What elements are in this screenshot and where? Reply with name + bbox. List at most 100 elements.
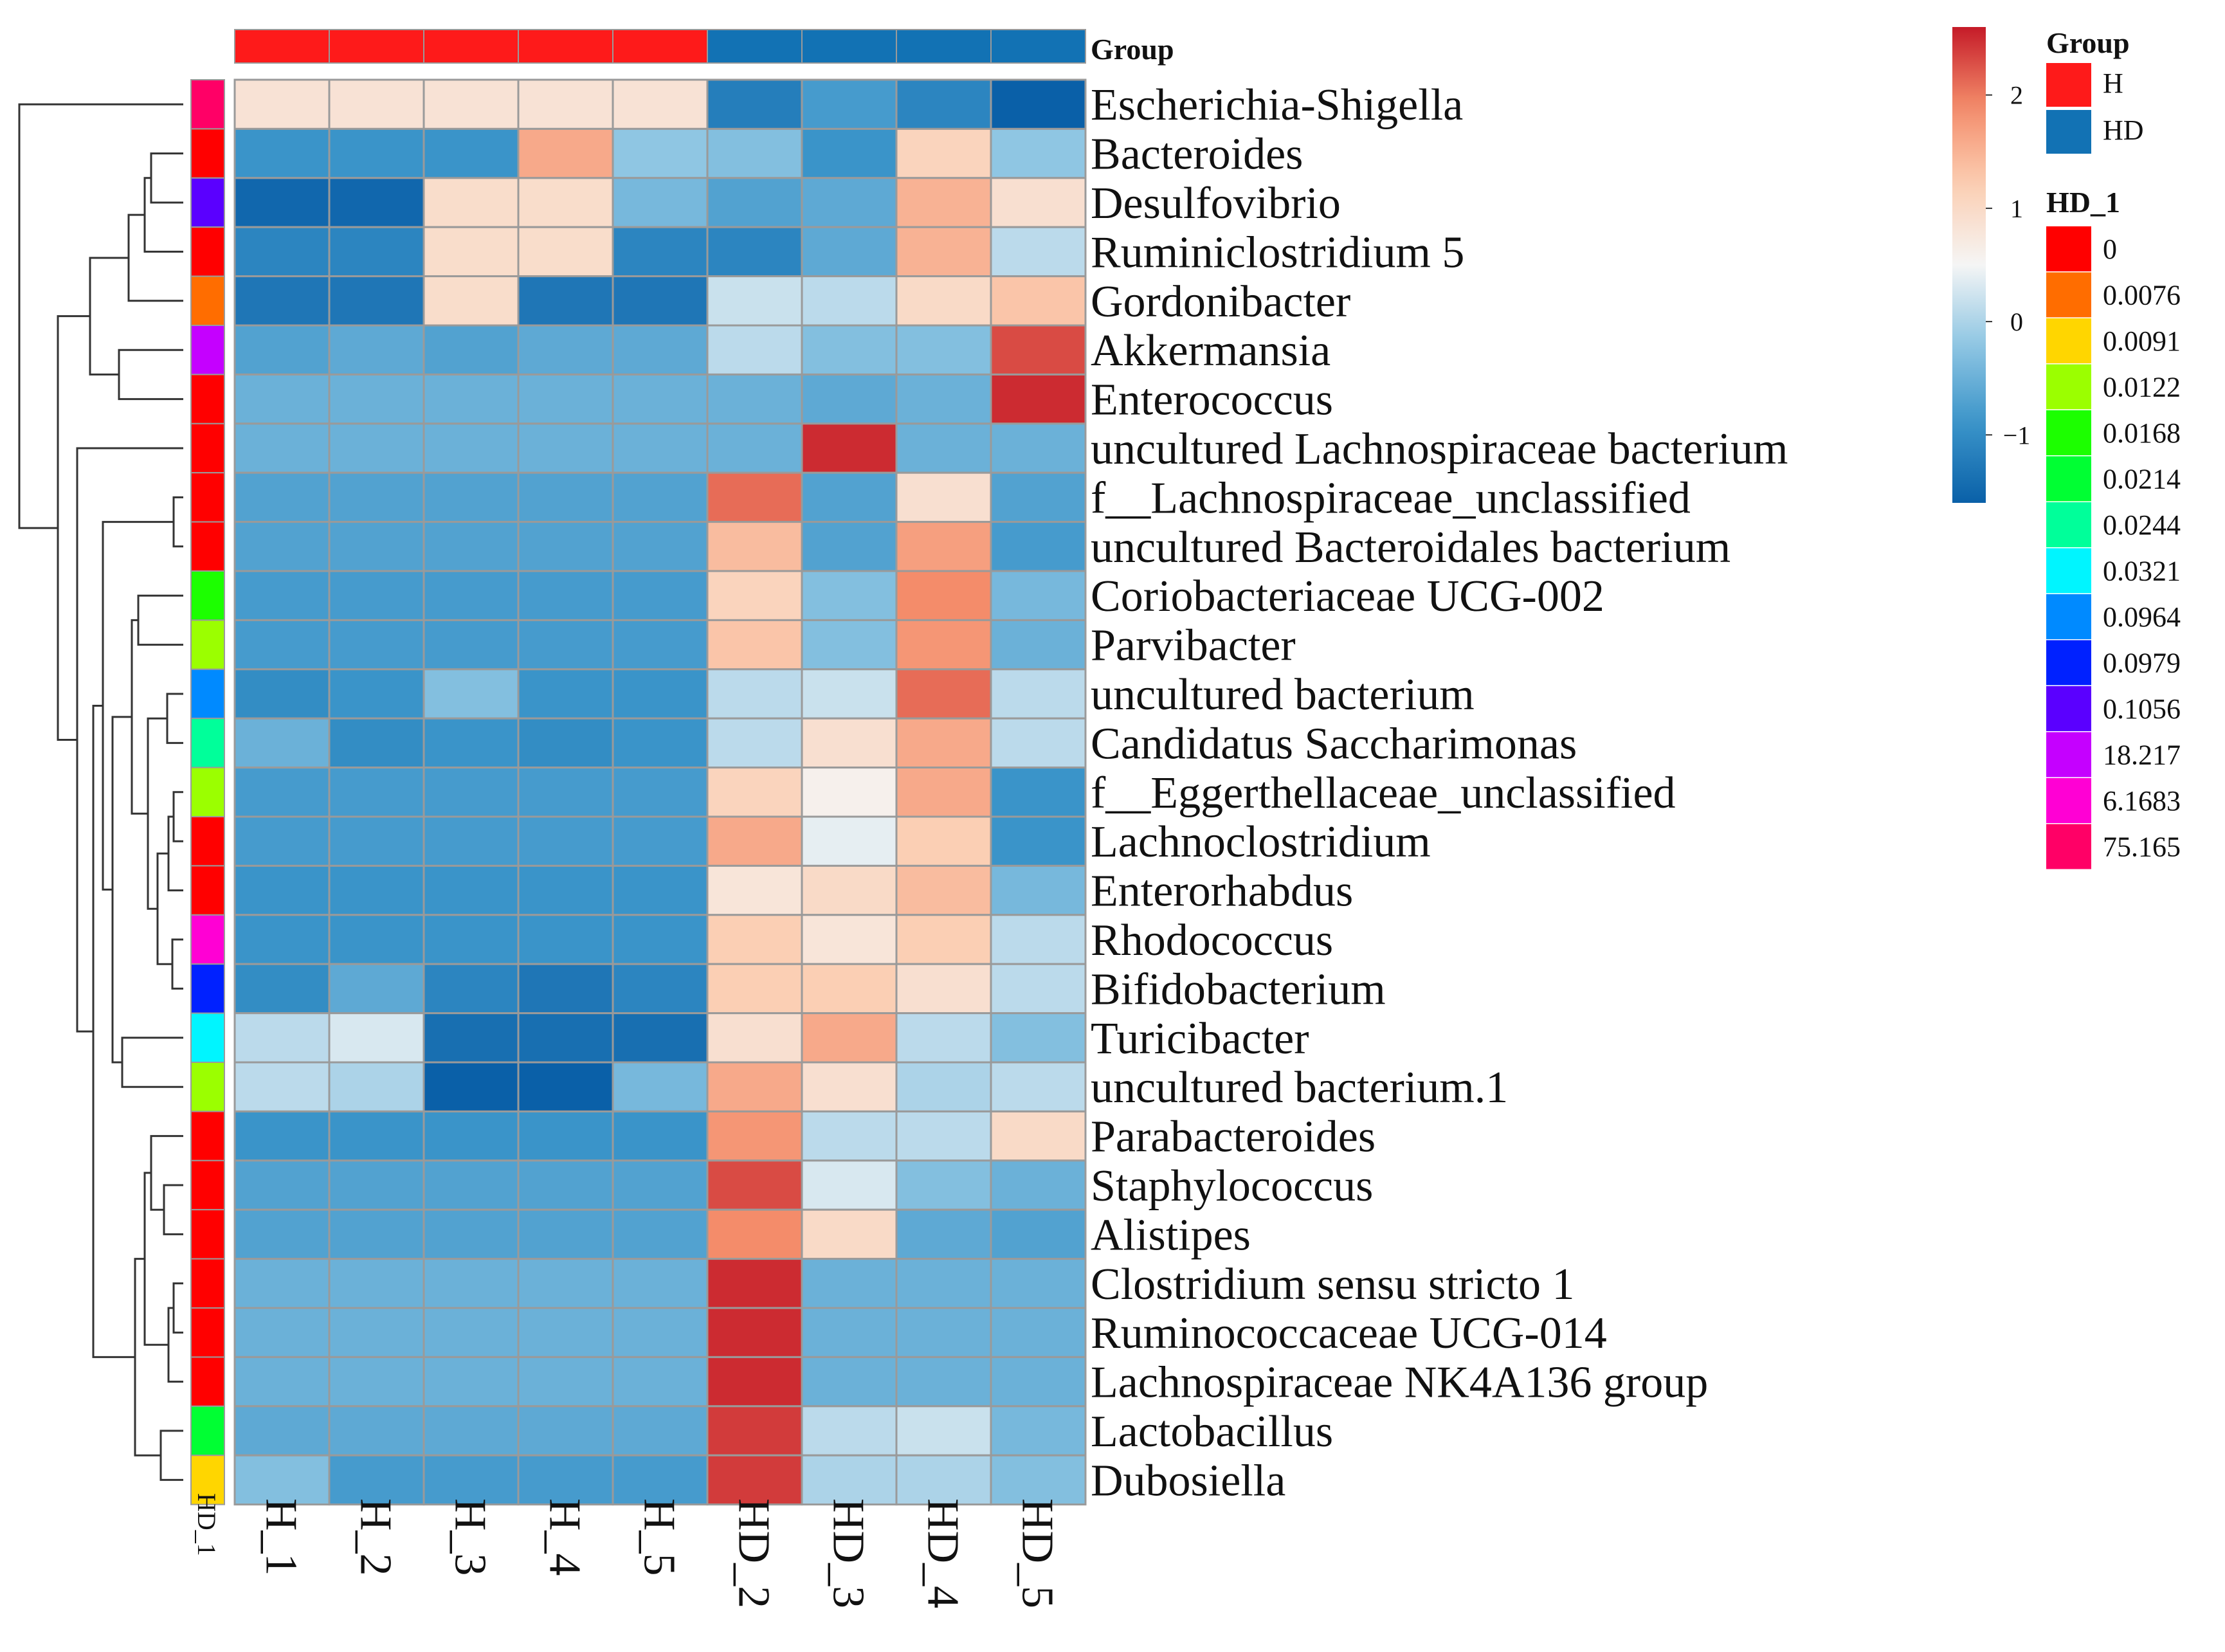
heatmap-cell (895, 963, 992, 1015)
heatmap-cell (328, 963, 425, 1015)
row-label: Parabacteroides (1091, 1112, 1376, 1162)
heatmap-cell (517, 226, 614, 278)
heatmap-cell (517, 1405, 614, 1457)
heatmap-cell (990, 1454, 1087, 1506)
heatmap-cell (706, 226, 803, 278)
heatmap-cell (422, 570, 520, 621)
heatmap-cell (895, 1012, 992, 1064)
heatmap-cell (233, 1061, 331, 1112)
heatmap-cell (801, 422, 898, 474)
heatmap-cell (706, 767, 803, 818)
heatmap-cell (990, 1208, 1087, 1260)
dendrogram-branch (172, 496, 183, 548)
row-label: f__Lachnospiraceae_unclassified (1091, 473, 1691, 523)
group-legend-label: HD (2103, 114, 2144, 146)
heatmap-cell (612, 78, 709, 130)
hd1-legend-label: 0.1056 (2103, 693, 2181, 725)
heatmap-cell (801, 619, 898, 671)
heatmap-cell (990, 619, 1087, 671)
hd1-legend-label: 0.0244 (2103, 509, 2181, 541)
heatmap-cell (233, 1012, 331, 1064)
dendrogram-branch (137, 594, 183, 646)
dendrogram-branch (150, 1135, 183, 1211)
hd1-annotation-cell (190, 1012, 225, 1063)
heatmap-cell (422, 1208, 520, 1260)
heatmap-cell (706, 275, 803, 327)
heatmap-cell (517, 1110, 614, 1162)
heatmap-cell (706, 373, 803, 425)
hd1-annotation-cell (190, 570, 225, 621)
heatmap-cell (706, 422, 803, 474)
dendrogram-branch (102, 521, 174, 891)
heatmap-cell (801, 1110, 898, 1162)
heatmap-cell (422, 1061, 520, 1112)
heatmap-cell (517, 914, 614, 965)
heatmap-cell (422, 815, 520, 867)
heatmap-cell (801, 914, 898, 965)
column-label: H_5 (635, 1498, 684, 1576)
heatmap-cell (517, 570, 614, 621)
heatmap-cell (801, 471, 898, 523)
dendrogram-branch (111, 716, 132, 1064)
hd1-legend-swatch (2046, 502, 2091, 547)
heatmap-cell (895, 226, 992, 278)
heatmap-cell (422, 767, 520, 818)
heatmap-cell (328, 78, 425, 130)
heatmap-cell (233, 570, 331, 621)
heatmap-cell (422, 275, 520, 327)
hd1-legend-label: 0.0964 (2103, 601, 2181, 633)
heatmap-cell (895, 422, 992, 474)
heatmap-cell (990, 767, 1087, 818)
heatmap-cell (990, 1307, 1087, 1358)
row-label: Escherichia-Shigella (1091, 80, 1463, 130)
heatmap-cell (801, 1061, 898, 1112)
heatmap-cell (233, 521, 331, 572)
heatmap-cell (895, 1159, 992, 1211)
heatmap-cell (612, 521, 709, 572)
hd1-annotation-cell (190, 325, 225, 376)
heatmap-cell (422, 471, 520, 523)
heatmap-cell (517, 275, 614, 327)
group-legend-title: Group (2046, 26, 2130, 59)
heatmap-cell (990, 864, 1087, 916)
dendrogram-branch (131, 619, 148, 815)
heatmap-cell (233, 471, 331, 523)
heatmap-cell (990, 668, 1087, 720)
heatmap-cell (895, 570, 992, 621)
heatmap-cell (895, 275, 992, 327)
row-label: Lachnospiraceae NK4A136 group (1091, 1358, 1708, 1408)
hd1-legend-swatch (2046, 824, 2091, 869)
heatmap-cell (328, 177, 425, 228)
hd1-annotation-cell (190, 767, 225, 817)
heatmap-cell (612, 864, 709, 916)
heatmap-cell (517, 1012, 614, 1064)
heatmap-cell (706, 1159, 803, 1211)
heatmap-cell (801, 1356, 898, 1408)
heatmap-cell (801, 1159, 898, 1211)
heatmap-cell (612, 1061, 709, 1112)
scale-tick-label: −1 (2003, 421, 2031, 449)
heatmap-cell (328, 914, 425, 965)
row-label: Candidatus Saccharimonas (1091, 719, 1577, 768)
heatmap-cell (328, 521, 425, 572)
heatmap-cell (233, 963, 331, 1015)
heatmap-cell (895, 1307, 992, 1358)
hd1-annotation-cell (190, 128, 225, 179)
hd1-annotation-cell (190, 1307, 225, 1358)
heatmap-cell (706, 864, 803, 916)
heatmap-cell (990, 963, 1087, 1015)
heatmap-cell (706, 324, 803, 376)
heatmap-cell (706, 471, 803, 523)
column-annotation-group (234, 29, 1086, 64)
dendrogram-branch (172, 791, 183, 842)
column-label: H_4 (540, 1498, 590, 1576)
hd1-annotation-cell (190, 619, 225, 670)
heatmap-cell (328, 275, 425, 327)
row-label: Parvibacter (1091, 621, 1296, 671)
heatmap-cell (612, 963, 709, 1015)
heatmap-cell (990, 1356, 1087, 1408)
hd1-annotation-cell (190, 521, 225, 572)
hd1-legend: HD_1 0 0.0076 0.0091 0.0122 0.0168 0.0214 0.024… (2046, 186, 2181, 869)
heatmap-cell (517, 619, 614, 671)
heatmap-cell (895, 471, 992, 523)
